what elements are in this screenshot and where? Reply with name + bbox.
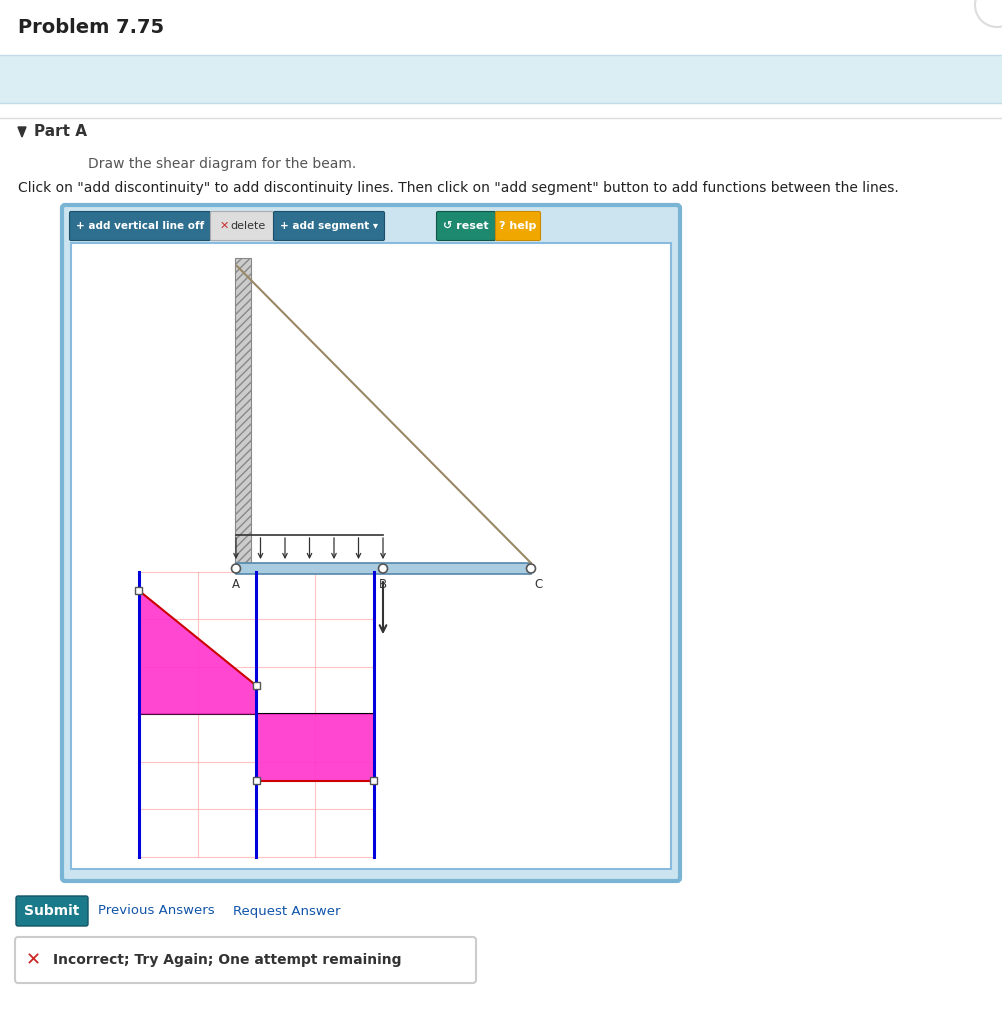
FancyBboxPatch shape <box>274 212 385 241</box>
Text: -500: -500 <box>111 805 136 814</box>
Bar <box>0 55 1002 103</box>
Text: 250 N/m: 250 N/m <box>285 514 335 527</box>
FancyBboxPatch shape <box>69 212 210 241</box>
Text: V,N: V,N <box>111 555 133 567</box>
Text: ↺ reset: ↺ reset <box>443 221 489 231</box>
Bar <box>236 563 531 574</box>
Text: 2 m: 2 m <box>446 601 468 614</box>
FancyBboxPatch shape <box>62 205 680 881</box>
Text: 4: 4 <box>371 718 378 728</box>
Text: 2 m: 2 m <box>299 601 321 614</box>
Text: -250: -250 <box>111 757 136 767</box>
Text: -750: -750 <box>111 852 136 862</box>
Bar <box>371 777 378 784</box>
Text: C: C <box>534 578 542 591</box>
Bar <box>253 682 260 689</box>
Text: x,m: x,m <box>399 708 425 721</box>
Circle shape <box>379 564 388 573</box>
Text: Problem 7.75: Problem 7.75 <box>18 18 164 37</box>
Text: ✕: ✕ <box>219 221 228 231</box>
Text: 500 N: 500 N <box>388 593 423 605</box>
Bar <box>235 258 250 568</box>
FancyBboxPatch shape <box>210 212 274 241</box>
Text: Click on "add discontinuity" to add discontinuity lines. Then click on "add segm: Click on "add discontinuity" to add disc… <box>18 181 899 195</box>
Text: 3 m: 3 m <box>180 408 203 421</box>
Polygon shape <box>139 591 257 715</box>
Text: + add vertical line off: + add vertical line off <box>76 221 204 231</box>
Polygon shape <box>257 715 374 781</box>
Text: ✕: ✕ <box>25 951 40 969</box>
Text: delete: delete <box>230 221 266 231</box>
Text: 750: 750 <box>115 572 136 583</box>
Text: B: B <box>379 578 387 591</box>
Polygon shape <box>18 127 26 137</box>
Circle shape <box>526 564 535 573</box>
Text: + add segment ▾: + add segment ▾ <box>280 221 378 231</box>
Text: 2: 2 <box>253 718 261 728</box>
Circle shape <box>231 564 240 573</box>
Text: Draw the shear diagram for the beam.: Draw the shear diagram for the beam. <box>88 157 357 171</box>
Text: 500: 500 <box>115 614 136 625</box>
Bar <box>253 777 260 784</box>
FancyBboxPatch shape <box>496 212 540 241</box>
FancyBboxPatch shape <box>16 896 88 926</box>
Bar <box>135 587 142 594</box>
Text: Previous Answers: Previous Answers <box>98 904 214 918</box>
Text: Submit: Submit <box>24 904 80 918</box>
FancyBboxPatch shape <box>437 212 496 241</box>
Text: A: A <box>232 578 240 591</box>
Text: Part A: Part A <box>34 125 87 139</box>
Text: ? help: ? help <box>499 221 537 231</box>
Text: O: O <box>127 710 136 719</box>
Bar <box>71 243 671 869</box>
Text: Request Answer: Request Answer <box>233 904 341 918</box>
Text: 250: 250 <box>115 662 136 672</box>
Bar <box>235 258 237 568</box>
FancyBboxPatch shape <box>15 937 476 983</box>
Text: Incorrect; Try Again; One attempt remaining: Incorrect; Try Again; One attempt remain… <box>53 953 402 967</box>
